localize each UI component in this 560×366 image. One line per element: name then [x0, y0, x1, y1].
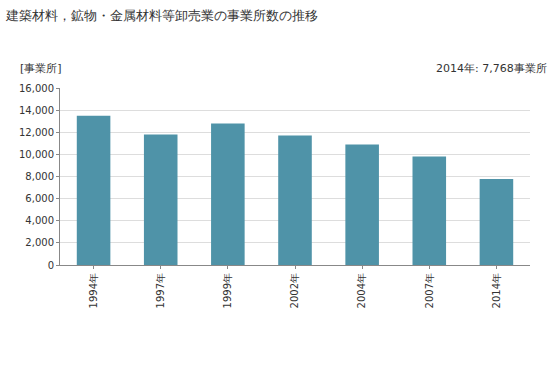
svg-text:2004年: 2004年 — [356, 273, 367, 308]
svg-text:1999年: 1999年 — [222, 273, 233, 308]
svg-text:12,000: 12,000 — [19, 127, 54, 138]
svg-text:[事業所]: [事業所] — [20, 62, 62, 75]
svg-text:2014年: 7,768事業所: 2014年: 7,768事業所 — [436, 62, 547, 75]
svg-text:建築材料，鉱物・金属材料等卸売業の事業所数の推移: 建築材料，鉱物・金属材料等卸売業の事業所数の推移 — [5, 8, 318, 23]
svg-text:6,000: 6,000 — [25, 193, 54, 204]
svg-text:14,000: 14,000 — [19, 105, 54, 116]
svg-text:0: 0 — [48, 260, 54, 271]
svg-text:1997年: 1997年 — [155, 273, 166, 308]
svg-text:4,000: 4,000 — [25, 215, 54, 226]
svg-text:1994年: 1994年 — [88, 273, 99, 308]
svg-text:8,000: 8,000 — [25, 171, 54, 182]
svg-text:2002年: 2002年 — [289, 273, 300, 308]
svg-text:2,000: 2,000 — [25, 237, 54, 248]
svg-text:2007年: 2007年 — [424, 273, 435, 308]
svg-text:2014年: 2014年 — [491, 273, 502, 308]
svg-text:10,000: 10,000 — [19, 149, 54, 160]
svg-text:16,000: 16,000 — [19, 83, 54, 94]
